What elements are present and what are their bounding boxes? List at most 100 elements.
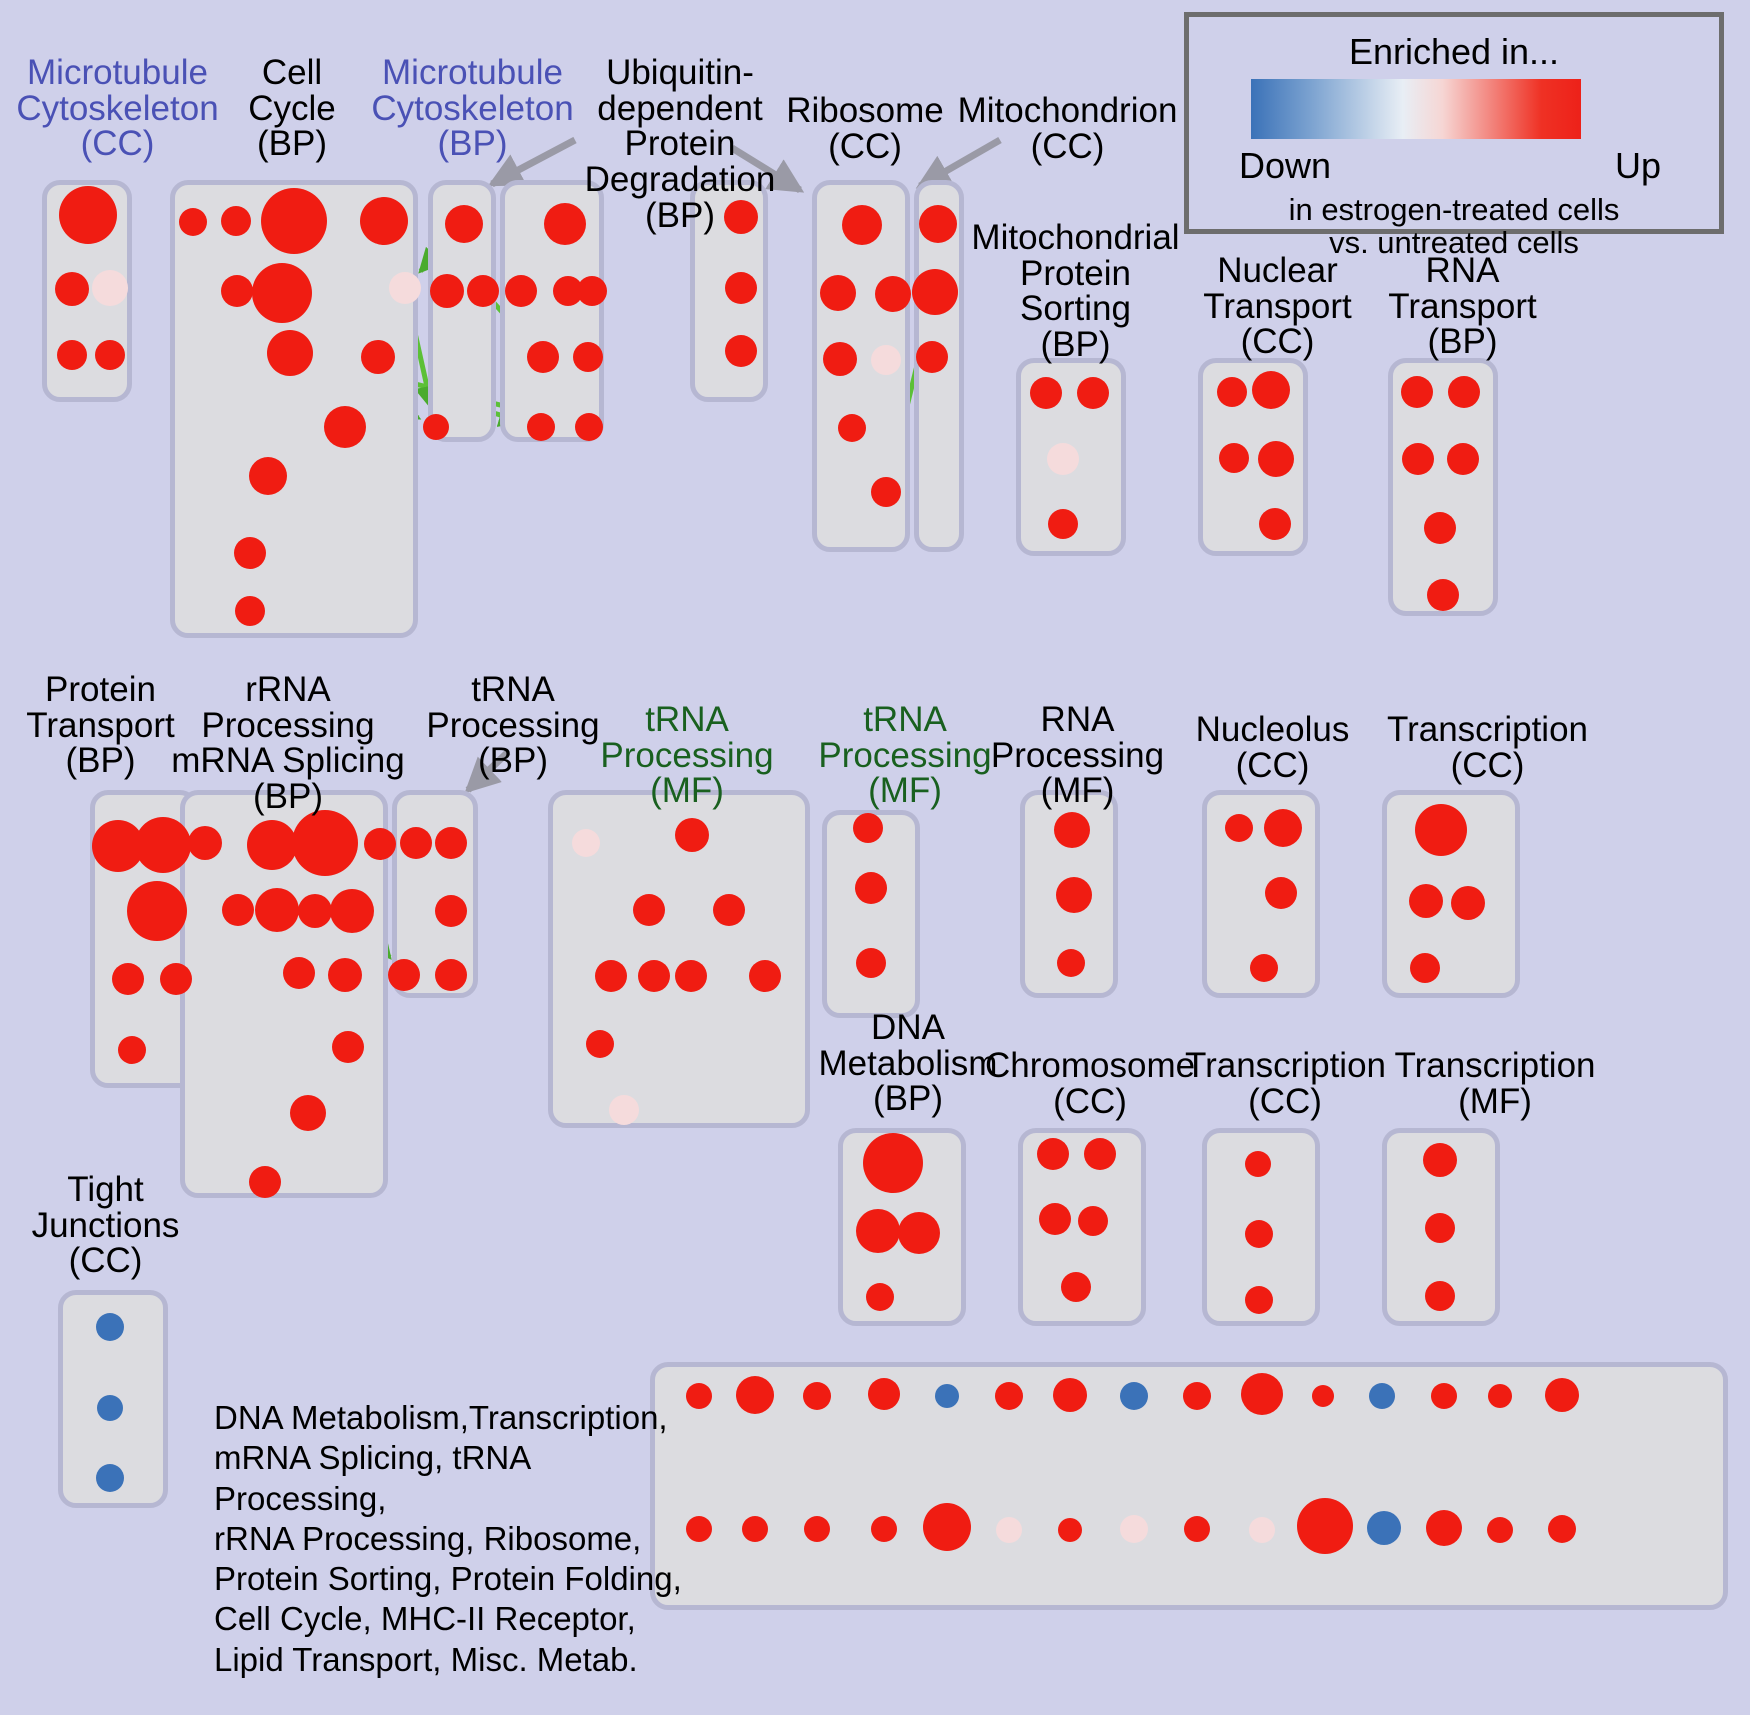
gene-node: [389, 272, 421, 304]
gene-node: [724, 200, 758, 234]
legend-title: Enriched in...: [1348, 31, 1560, 72]
gene-node: [1297, 1498, 1353, 1554]
cluster-label-rna-transport-bp: RNA Transport (BP): [1388, 251, 1537, 362]
gene-node: [59, 186, 117, 244]
legend-gradient-bar: [1251, 79, 1581, 139]
cluster-label-transcription-mf: Transcription (MF): [1394, 1046, 1596, 1121]
gene-node: [577, 276, 607, 306]
gene-node: [330, 889, 374, 933]
gene-node: [505, 275, 537, 307]
legend-down-label: Down: [1239, 145, 1332, 186]
gene-node: [328, 958, 362, 992]
gene-node: [856, 948, 886, 978]
gene-node: [1369, 1383, 1395, 1409]
gene-node: [1409, 884, 1443, 918]
gene-node: [853, 813, 883, 843]
gene-node: [1424, 512, 1456, 544]
cluster-label-microtubule-cytoskeleton-bp: Microtubule Cytoskeleton (BP): [371, 53, 574, 164]
gene-node: [255, 888, 299, 932]
cluster-label-chromosome-cc: Chromosome (CC): [985, 1046, 1196, 1121]
gene-node: [1054, 812, 1090, 848]
gene-node: [1053, 1378, 1087, 1412]
cluster-label-cell-cycle-bp: Cell Cycle (BP): [248, 53, 336, 164]
gene-node: [1410, 953, 1440, 983]
cluster-box-microtubule-bp: [428, 180, 496, 442]
gene-node: [283, 957, 315, 989]
gene-node: [179, 208, 207, 236]
gene-node: [1078, 1206, 1108, 1236]
gene-node: [842, 205, 882, 245]
gene-node: [1402, 443, 1434, 475]
gene-node: [234, 537, 266, 569]
gene-node: [871, 1516, 897, 1542]
gene-node: [1219, 443, 1249, 473]
gene-node: [290, 1095, 326, 1131]
gene-node: [1448, 376, 1480, 408]
gene-node: [638, 960, 670, 992]
gene-node: [1451, 886, 1485, 920]
gene-node: [1061, 1272, 1091, 1302]
gene-node: [586, 1030, 614, 1058]
gene-node: [838, 414, 866, 442]
gene-node: [292, 810, 358, 876]
gene-node: [1183, 1382, 1211, 1410]
cluster-label-trna-processing-mf-2: tRNA Processing (MF): [818, 700, 992, 811]
gene-node: [249, 457, 287, 495]
gene-node: [742, 1516, 768, 1542]
gene-node: [467, 275, 499, 307]
gene-node: [112, 963, 144, 995]
gene-node: [1265, 877, 1297, 909]
gene-node: [1264, 809, 1302, 847]
gene-node: [868, 1378, 900, 1410]
gene-node: [423, 414, 449, 440]
gene-node: [1039, 1203, 1071, 1235]
gene-node: [1401, 376, 1433, 408]
cluster-label-trna-processing-bp: tRNA Processing (BP): [426, 670, 600, 781]
gene-node: [686, 1516, 712, 1542]
gene-node: [435, 959, 467, 991]
gene-node: [96, 1313, 124, 1341]
gene-node: [575, 413, 603, 441]
gene-node: [725, 335, 757, 367]
gene-node: [1548, 1515, 1576, 1543]
gene-node: [1047, 443, 1079, 475]
gene-node: [298, 894, 332, 928]
cluster-label-rna-processing-mf: RNA Processing (MF): [990, 700, 1165, 811]
gene-node: [749, 960, 781, 992]
gene-node: [1431, 1383, 1457, 1409]
gene-node: [435, 895, 467, 927]
gene-node: [1252, 371, 1290, 409]
gene-node: [1250, 954, 1278, 982]
gene-node: [1425, 1213, 1455, 1243]
gene-node: [1245, 1220, 1273, 1248]
gene-node: [324, 406, 366, 448]
gene-node: [400, 827, 432, 859]
color-legend: Enriched in... Down Up in estrogen-treat…: [1184, 12, 1724, 260]
gene-node: [820, 275, 856, 311]
gene-node: [1058, 1518, 1082, 1542]
cluster-box-cell-cycle: [170, 180, 418, 638]
gene-node: [1120, 1382, 1148, 1410]
gene-node: [249, 1166, 281, 1198]
gene-node: [1037, 1138, 1069, 1170]
gene-node: [1426, 1510, 1462, 1546]
gene-node: [875, 276, 911, 312]
gene-node: [871, 477, 901, 507]
cluster-box-trna-bp: [392, 790, 478, 998]
gene-node: [686, 1383, 712, 1409]
gene-node: [1245, 1151, 1271, 1177]
gene-node: [996, 1517, 1022, 1543]
gene-node: [898, 1212, 940, 1254]
gene-node: [609, 1095, 639, 1125]
cluster-label-mitochondrion-cc: Mitochondrion (CC): [957, 91, 1178, 166]
gene-node: [856, 1209, 900, 1253]
cluster-label-rrna-processing-mrna-splicing-bp: rRNA Processing mRNA Splicing (BP): [171, 670, 405, 817]
gene-node: [804, 1516, 830, 1542]
gene-node: [360, 197, 408, 245]
gene-node: [803, 1382, 831, 1410]
legend-sublabel: in estrogen-treated cells vs. untreated …: [1288, 192, 1620, 261]
cluster-label-dna-metabolism-bp: DNA Metabolism (BP): [818, 1008, 998, 1119]
gene-node: [863, 1133, 923, 1193]
gene-node: [1545, 1378, 1579, 1412]
